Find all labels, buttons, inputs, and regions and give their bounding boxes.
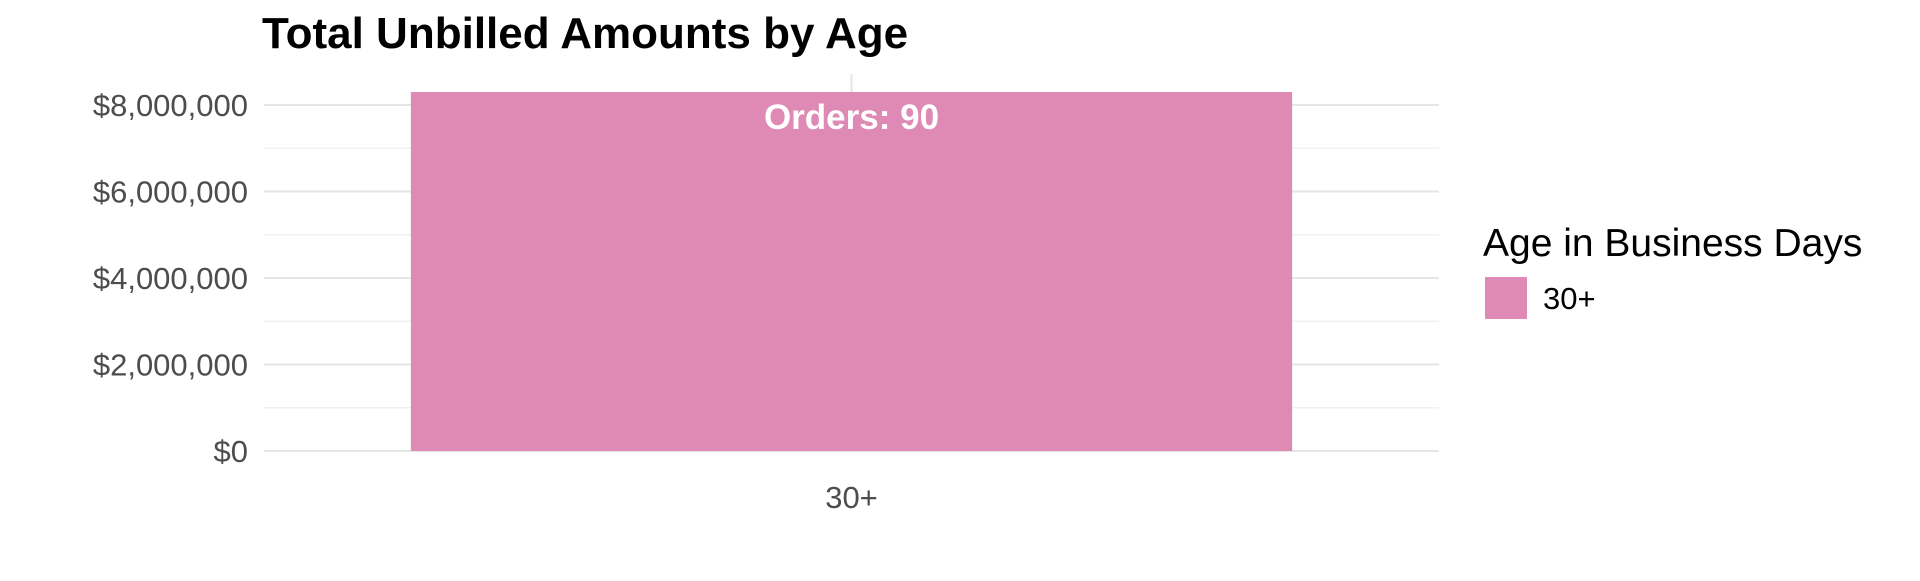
y-tick-label: $0 [214, 434, 248, 469]
bar-30+ [410, 92, 1293, 451]
y-tick-label: $4,000,000 [93, 261, 248, 296]
axis-layer: 30+ $0 $2,000,000 $4,000,000 $6,000,000 $8,00… [93, 88, 878, 515]
y-tick-label: $8,000,000 [93, 88, 248, 123]
bar-data-label: Orders: 90 [764, 98, 939, 137]
legend-entry-label: 30+ [1543, 281, 1596, 316]
legend-title: Age in Business Days [1483, 222, 1862, 265]
bar-layer: Orders: 90 [410, 92, 1293, 451]
y-tick-label: $2,000,000 [93, 347, 248, 382]
legend-swatch [1485, 277, 1527, 319]
x-tick-label: 30+ [825, 480, 878, 515]
legend: Age in Business Days 30+ [1483, 222, 1862, 319]
chart-title: Total Unbilled Amounts by Age [262, 9, 908, 58]
y-tick-label: $6,000,000 [93, 174, 248, 209]
